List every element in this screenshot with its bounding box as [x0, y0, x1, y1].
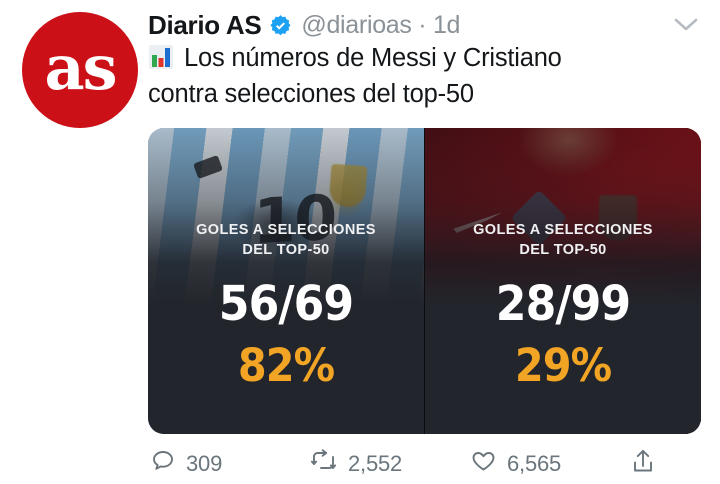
stat-panes: 10 GOLES A SELECCIONES DEL TOP-50 56/69 …	[148, 128, 701, 434]
like-button[interactable]: 6,565	[470, 448, 630, 480]
avatar[interactable]: as	[22, 12, 138, 128]
photo-scrim-right	[425, 128, 701, 434]
stat-percent-left: 82%	[237, 339, 335, 392]
handle-and-time: @diarioas · 1d	[301, 11, 460, 40]
reply-count: 309	[186, 451, 223, 476]
retweet-count: 2,552	[348, 451, 403, 476]
bar-chart-emoji	[148, 44, 174, 70]
stat-label-line1-left: GOLES A SELECCIONES	[196, 222, 376, 238]
stat-pane-messi: 10 GOLES A SELECCIONES DEL TOP-50 56/69 …	[148, 128, 424, 434]
tweet-timestamp[interactable]: 1d	[432, 10, 461, 39]
verified-badge-icon	[269, 14, 292, 37]
stat-label-line2-left: DEL TOP-50	[242, 242, 330, 258]
tweet-text-line2: contra selecciones del top-50	[148, 80, 474, 108]
tweet-text: Los números de Messi y Cristiano contra …	[148, 40, 696, 112]
share-button[interactable]	[630, 447, 700, 481]
tweet-action-bar: 309 2,552 6,565	[150, 444, 703, 484]
account-handle[interactable]: @diarioas	[301, 10, 412, 39]
reply-button[interactable]: 309	[150, 448, 310, 480]
stat-content-messi: GOLES A SELECCIONES DEL TOP-50 56/69 82%	[148, 220, 424, 390]
like-count: 6,565	[507, 451, 562, 476]
stat-pane-cristiano: GOLES A SELECCIONES DEL TOP-50 28/99 29%	[424, 128, 701, 434]
chevron-down-icon[interactable]	[664, 8, 708, 42]
retweet-icon	[310, 448, 338, 480]
display-name[interactable]: Diario AS	[148, 9, 262, 40]
avatar-label: as	[44, 31, 117, 104]
stat-label-line1-right: GOLES A SELECCIONES	[473, 222, 653, 238]
retweet-button[interactable]: 2,552	[310, 448, 470, 480]
stat-ratio-left: 56/69	[218, 276, 354, 332]
stat-label-line2-right: DEL TOP-50	[519, 242, 607, 258]
tweet-media-card[interactable]: 10 GOLES A SELECCIONES DEL TOP-50 56/69 …	[148, 128, 701, 434]
tweet-text-line1: Los números de Messi y Cristiano	[184, 44, 562, 72]
stat-content-cristiano: GOLES A SELECCIONES DEL TOP-50 28/99 29%	[425, 220, 701, 390]
photo-scrim-left	[148, 128, 424, 434]
heart-icon	[470, 448, 497, 480]
share-icon	[630, 447, 656, 481]
stat-ratio-right: 28/99	[495, 276, 631, 332]
header-separator: ·	[418, 10, 427, 39]
stat-percent-right: 29%	[514, 339, 612, 392]
reply-icon	[150, 448, 176, 480]
tweet-header: Diario AS @diarioas · 1d	[148, 8, 700, 42]
